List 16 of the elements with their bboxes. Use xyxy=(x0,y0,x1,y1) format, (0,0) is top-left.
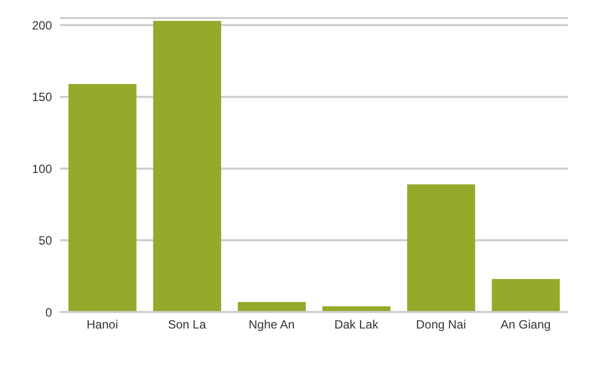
x-tick-label: Nghe An xyxy=(248,318,295,332)
y-tick-label: 100 xyxy=(32,162,52,176)
y-tick-label: 150 xyxy=(32,90,52,104)
bar xyxy=(153,20,222,312)
bar xyxy=(238,302,306,312)
bar xyxy=(407,184,476,312)
y-tick-label: 0 xyxy=(45,305,52,320)
y-tick-label: 200 xyxy=(32,18,52,32)
x-tick-label: Son La xyxy=(168,318,206,332)
x-tick-label: An Giang xyxy=(500,318,551,332)
y-tick-label: 50 xyxy=(38,234,52,248)
x-tick-label: Dak Lak xyxy=(334,318,380,332)
bar xyxy=(68,84,136,312)
x-tick-label: Dong Nai xyxy=(416,318,466,332)
x-tick-label: Hanoi xyxy=(86,318,118,332)
bar xyxy=(492,279,560,312)
